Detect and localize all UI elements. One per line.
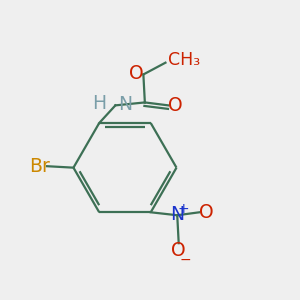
Text: O: O: [171, 241, 186, 260]
Text: O: O: [129, 64, 143, 83]
Text: N: N: [170, 205, 184, 224]
Text: CH₃: CH₃: [168, 51, 200, 69]
Text: O: O: [199, 203, 214, 222]
Text: +: +: [177, 202, 189, 216]
Text: H: H: [92, 94, 106, 112]
Text: −: −: [179, 252, 191, 266]
Text: O: O: [169, 96, 183, 115]
Text: N: N: [118, 95, 132, 114]
Text: Br: Br: [29, 157, 50, 176]
